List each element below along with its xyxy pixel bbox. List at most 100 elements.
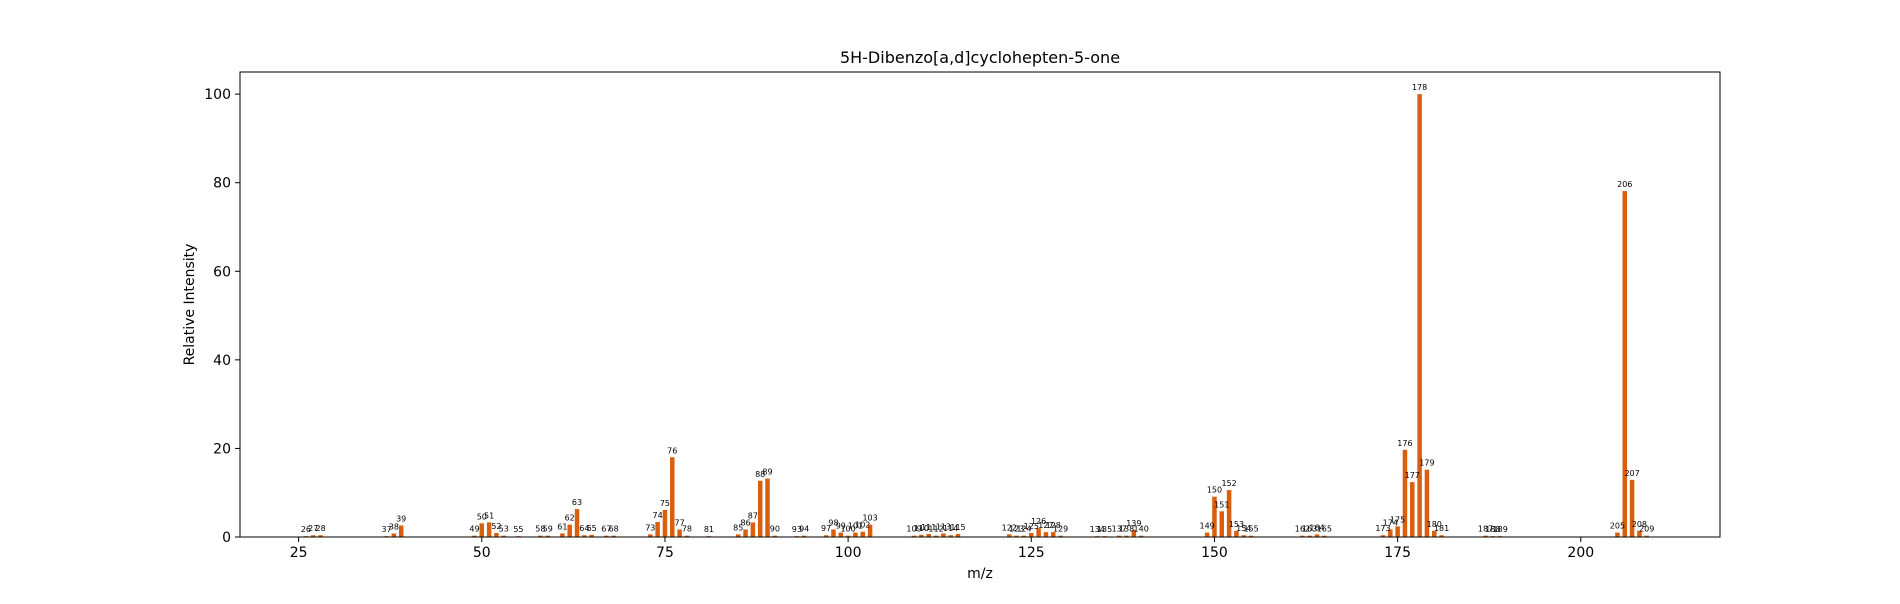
- x-tick-label: 100: [835, 545, 862, 561]
- spectrum-bar: [1138, 535, 1144, 537]
- spectrum-bar: [845, 535, 851, 537]
- bar-label: 134: [1090, 525, 1105, 534]
- bar-label: 78: [682, 525, 692, 534]
- spectrum-bar: [750, 522, 756, 537]
- spectrum-bar: [1424, 469, 1430, 537]
- bar-label: 39: [396, 514, 406, 523]
- spectrum-bar: [867, 524, 873, 537]
- bar-label: 139: [1126, 519, 1141, 528]
- bar-label: 114: [943, 524, 958, 533]
- bar-label: 65: [587, 524, 597, 533]
- bar-label: 101: [848, 522, 863, 531]
- spectrum-bar: [1395, 526, 1400, 537]
- bar-label: 154: [1236, 524, 1251, 533]
- bar-label: 52: [491, 522, 501, 531]
- bar-label: 87: [748, 511, 758, 520]
- spectrum-bar: [860, 531, 866, 537]
- bar-label: 38: [389, 522, 399, 531]
- spectrum-bar: [589, 534, 594, 537]
- spectrum-bar: [1204, 532, 1210, 537]
- chart-title: 5H-Dibenzo[a,d]cyclohepten-5-one: [840, 48, 1120, 67]
- bar-label: 86: [740, 518, 750, 527]
- spectrum-bar: [1410, 482, 1415, 537]
- y-tick-label: 80: [213, 176, 231, 192]
- bar-label: 188: [1485, 525, 1500, 534]
- bar-label: 207: [1624, 469, 1639, 478]
- bar-label: 138: [1119, 525, 1134, 534]
- bar-label: 81: [704, 525, 714, 534]
- x-tick-label: 125: [1018, 545, 1045, 561]
- spectrum-bar: [1124, 535, 1129, 537]
- bar-label: 125: [1024, 522, 1039, 531]
- bar-label: 93: [792, 525, 802, 534]
- spectrum-bar: [1300, 535, 1305, 537]
- spectrum-bar: [1314, 534, 1320, 537]
- spectrum-bar: [1637, 530, 1642, 537]
- x-tick-label: 150: [1201, 545, 1228, 561]
- spectrum-bar: [1131, 529, 1137, 537]
- bar-label: 59: [543, 525, 553, 534]
- spectrum-bar: [1036, 528, 1041, 537]
- bar-label: 129: [1053, 525, 1068, 534]
- x-tick-label: 200: [1567, 545, 1594, 561]
- bar-label: 153: [1229, 520, 1244, 529]
- bar-label: 58: [535, 525, 545, 534]
- spectrum-bar: [838, 532, 844, 537]
- bar-label: 165: [1317, 525, 1332, 534]
- spectrum-bar: [574, 509, 580, 537]
- bar-label: 127: [1038, 521, 1053, 530]
- x-tick-label: 75: [656, 545, 674, 561]
- spectrum-bar: [662, 509, 668, 537]
- spectrum-bar: [567, 524, 572, 537]
- bar-label: 163: [1302, 525, 1317, 534]
- bar-label: 176: [1397, 439, 1412, 448]
- spectrum-bar: [1439, 535, 1444, 537]
- spectrum-bar: [1241, 535, 1247, 537]
- bar-label: 111: [921, 523, 936, 532]
- bar-label: 149: [1199, 522, 1214, 531]
- spectrum-bar: [1029, 533, 1034, 537]
- bar-label: 61: [557, 522, 567, 531]
- bar-label: 68: [609, 525, 619, 534]
- y-tick-label: 60: [213, 264, 231, 280]
- bar-label: 113: [936, 522, 951, 531]
- spectrum-bar: [1014, 535, 1019, 537]
- spectrum-bar: [757, 480, 763, 537]
- bar-label: 88: [755, 470, 765, 479]
- bar-label: 206: [1617, 180, 1632, 189]
- bar-label: 98: [828, 518, 838, 527]
- bar-label: 64: [579, 524, 589, 533]
- plot-frame: [239, 71, 1721, 538]
- bar-label: 67: [601, 525, 611, 534]
- spectrum-bar: [735, 534, 741, 537]
- spectrum-bar: [926, 533, 931, 537]
- spectrum-bar: [1622, 191, 1628, 537]
- spectrum-bar: [765, 478, 770, 537]
- spectrum-bar: [479, 523, 485, 537]
- spectrum-bar: [1116, 535, 1122, 537]
- spectrum-bar: [823, 535, 829, 537]
- y-axis-label: Relative Intensity: [182, 244, 198, 366]
- spectrum-bar: [1388, 529, 1393, 537]
- bar-label: 75: [660, 499, 670, 508]
- bar-label: 137: [1112, 525, 1127, 534]
- bar-label: 51: [484, 511, 494, 520]
- bar-label: 76: [667, 446, 677, 455]
- bar-label: 205: [1610, 522, 1625, 531]
- bar-label: 63: [572, 498, 582, 507]
- bar-label: 110: [914, 524, 929, 533]
- bar-label: 175: [1390, 515, 1405, 524]
- bar-label: 112: [928, 525, 943, 534]
- bar-label: 189: [1493, 525, 1508, 534]
- bar-label: 140: [1134, 525, 1149, 534]
- spectrum-bar: [948, 535, 953, 537]
- spectrum-bar: [1402, 449, 1408, 537]
- bar-label: 126: [1031, 517, 1046, 526]
- spectrum-bar: [1629, 479, 1635, 537]
- spectrum-bar: [494, 533, 499, 537]
- spectrum-bar: [1417, 94, 1422, 538]
- bar-label: 28: [316, 524, 326, 533]
- y-tick-label: 20: [213, 441, 231, 457]
- spectrum-bar: [398, 525, 404, 537]
